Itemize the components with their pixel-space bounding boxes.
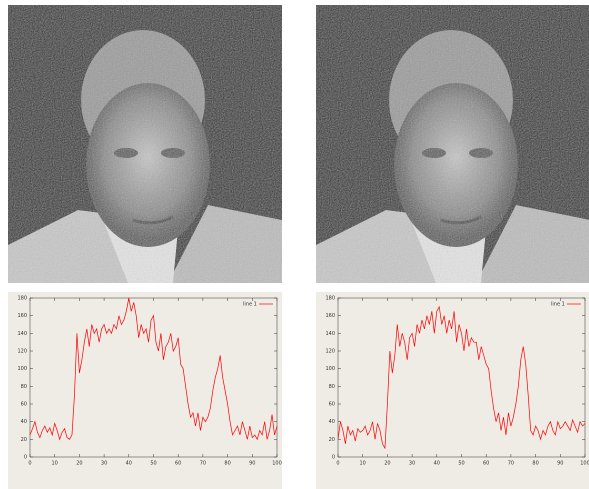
- x-tick-label: 70: [508, 461, 514, 467]
- y-tick-label: 180: [325, 296, 335, 302]
- y-tick-label: 20: [21, 437, 27, 443]
- x-tick-label: 80: [532, 461, 538, 467]
- x-tick-label: 0: [28, 461, 31, 467]
- x-tick-label: 70: [200, 461, 206, 467]
- y-tick-label: 40: [329, 419, 335, 425]
- y-tick-label: 160: [17, 313, 27, 319]
- x-tick-label: 20: [76, 461, 82, 467]
- x-tick-label: 60: [175, 461, 181, 467]
- x-tick-label: 50: [150, 461, 156, 467]
- y-tick-label: 0: [24, 455, 27, 461]
- x-tick-label: 0: [336, 461, 339, 467]
- photo: [8, 5, 282, 283]
- legend-label: line 1: [551, 302, 565, 308]
- x-tick-label: 100: [580, 461, 589, 467]
- chart-background: [8, 292, 282, 489]
- y-tick-label: 140: [325, 331, 335, 337]
- y-tick-label: 0: [332, 455, 335, 461]
- y-tick-label: 20: [329, 437, 335, 443]
- x-tick-label: 30: [101, 461, 107, 467]
- x-tick-label: 10: [52, 461, 58, 467]
- y-tick-label: 60: [21, 402, 27, 408]
- x-tick-label: 30: [409, 461, 415, 467]
- x-tick-label: 100: [272, 461, 282, 467]
- page: 0204060801001201401601800102030405060708…: [0, 0, 589, 489]
- x-tick-label: 10: [360, 461, 366, 467]
- figure: 0204060801001201401601800102030405060708…: [0, 0, 589, 489]
- y-tick-label: 120: [17, 349, 27, 355]
- x-tick-label: 50: [458, 461, 464, 467]
- y-tick-label: 180: [17, 296, 27, 302]
- x-tick-label: 90: [557, 461, 563, 467]
- y-tick-label: 140: [17, 331, 27, 337]
- y-tick-label: 100: [17, 366, 27, 372]
- y-tick-label: 40: [21, 419, 27, 425]
- y-tick-label: 120: [325, 349, 335, 355]
- x-tick-label: 40: [434, 461, 440, 467]
- chart: 0 20 40 60 80 100 120 140 160 180 0 10 20 30 40 50 60 70 8…: [8, 292, 282, 489]
- y-tick-label: 80: [329, 384, 335, 390]
- photo: [316, 5, 589, 283]
- x-tick-label: 90: [249, 461, 255, 467]
- y-tick-label: 160: [325, 313, 335, 319]
- x-tick-label: 40: [126, 461, 132, 467]
- y-tick-label: 60: [329, 402, 335, 408]
- y-tick-label: 100: [325, 366, 335, 372]
- legend-label: line 1: [243, 302, 257, 308]
- x-tick-label: 20: [384, 461, 390, 467]
- y-tick-label: 80: [21, 384, 27, 390]
- x-tick-label: 60: [483, 461, 489, 467]
- chart: 0 20 40 60 80 100 120 140 160 180 0 10 20 30 40 50 60 70 8…: [316, 292, 589, 489]
- x-tick-label: 80: [224, 461, 230, 467]
